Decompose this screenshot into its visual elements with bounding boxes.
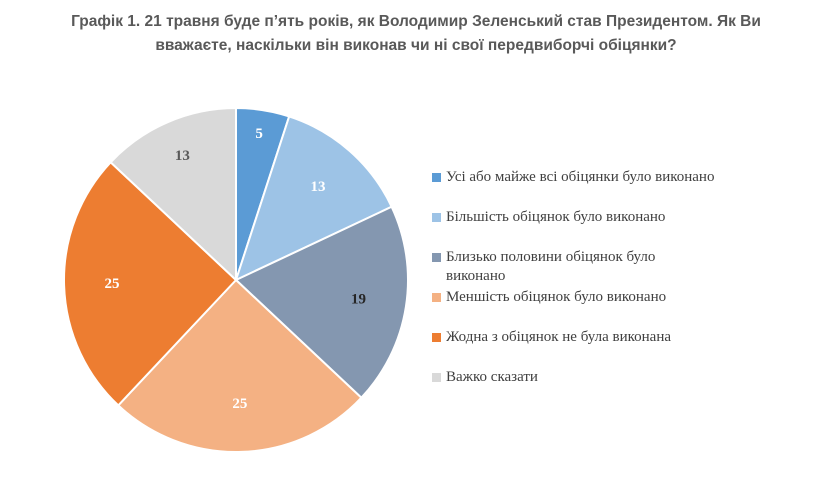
chart-title-line-2: вважаєте, наскільки він виконав чи ні св… <box>155 37 677 54</box>
legend-swatch-3 <box>432 253 441 262</box>
chart-title-line-1: Графік 1. 21 травня буде п’ять років, як… <box>71 13 761 30</box>
pie-value-label-5: 25 <box>105 276 120 292</box>
pie-slice-2 <box>234 115 393 282</box>
pie-value-label-4: 25 <box>232 396 247 412</box>
legend-label-1: Усі або майже всі обіцянки було виконано <box>446 169 715 185</box>
pie-value-label-2: 13 <box>311 179 326 195</box>
legend-item-2: Більшість обіцянок було виконано <box>432 208 762 227</box>
legend-label-3: Близько половини обіцянок було виконано <box>446 249 656 284</box>
legend-swatch-1 <box>432 173 441 182</box>
pie-slices <box>63 106 409 453</box>
legend-label-2: Більшість обіцянок було виконано <box>446 209 666 225</box>
legend-swatch-6 <box>432 373 441 382</box>
legend-item-6: Важко сказати <box>432 368 762 387</box>
legend-item-1: Усі або майже всі обіцянки було виконано <box>432 168 762 187</box>
legend-swatch-2 <box>432 213 441 222</box>
legend-item-5: Жодна з обіцянок не була виконана <box>432 328 762 347</box>
pie-value-label-3: 19 <box>351 291 366 307</box>
pie-value-label-6: 13 <box>175 148 190 164</box>
pie-value-label-1: 5 <box>255 126 263 142</box>
pie-slice-3 <box>234 205 409 400</box>
legend-item-3: Близько половини обіцянок було виконано <box>432 248 762 286</box>
pie-value-labels: 5 13 19 25 25 13 <box>105 126 366 412</box>
legend-swatch-5 <box>432 333 441 342</box>
legend-swatch-4 <box>432 293 441 302</box>
legend-label-5: Жодна з обіцянок не була виконана <box>446 329 672 345</box>
legend-item-4: Меншість обіцянок було виконано <box>432 288 762 307</box>
chart-title: Графік 1. 21 травня буде п’ять років, як… <box>0 10 832 58</box>
pie-slice-6 <box>109 106 237 283</box>
pie-slice-5 <box>63 160 238 407</box>
legend-label-6: Важко сказати <box>446 369 538 385</box>
legend-label-4: Меншість обіцянок було виконано <box>446 289 667 305</box>
pie-slice-4 <box>116 278 363 453</box>
